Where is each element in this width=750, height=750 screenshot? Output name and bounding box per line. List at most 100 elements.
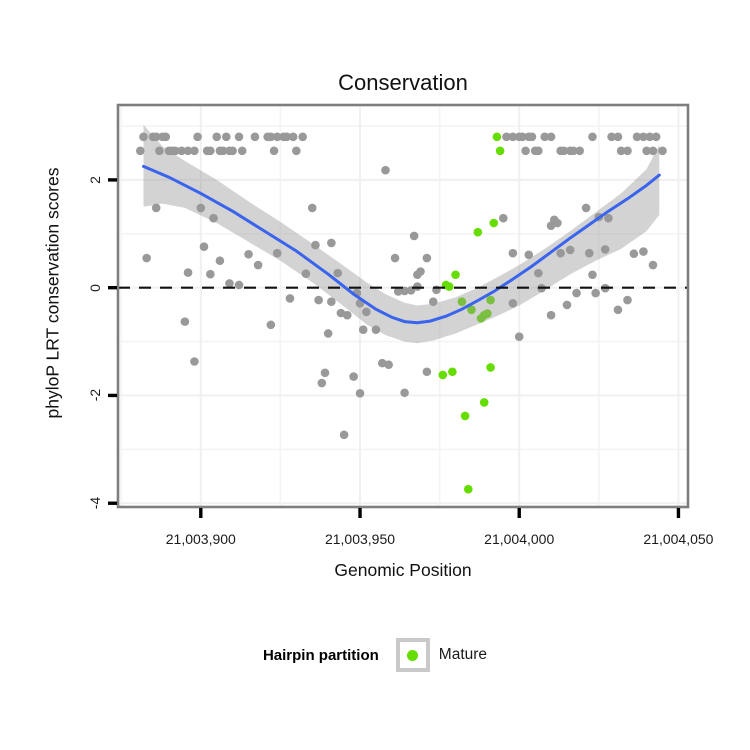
data-point-grey (658, 146, 667, 156)
data-point-grey (171, 146, 180, 156)
data-point-grey (575, 146, 585, 156)
data-point-mature (473, 227, 483, 237)
data-point-grey (588, 270, 597, 280)
data-point-mature (463, 484, 473, 494)
data-point-grey (142, 253, 151, 263)
data-point-grey (333, 268, 343, 278)
data-point-grey (151, 203, 161, 213)
data-point-mature (489, 218, 499, 228)
data-point-grey (591, 288, 600, 298)
data-point-grey (588, 132, 597, 142)
data-point-mature (451, 270, 460, 280)
legend-title: Hairpin partition (262, 646, 379, 664)
data-point-grey (314, 295, 323, 305)
data-point-grey (190, 146, 199, 156)
data-point-grey (642, 146, 651, 156)
data-point-grey (534, 268, 543, 278)
legend-key-box (395, 638, 430, 672)
data-point-grey (327, 297, 336, 306)
data-point-grey (342, 310, 352, 320)
data-point-grey (225, 279, 234, 288)
data-point-grey (327, 238, 336, 248)
data-point-grey (221, 132, 231, 142)
data-point-grey (196, 203, 206, 213)
data-point-grey (215, 256, 225, 266)
data-point-grey (565, 245, 575, 255)
smooth-line (142, 164, 661, 325)
panel-border (116, 103, 690, 509)
x-tick-label: 21,004,000 (484, 531, 555, 547)
data-point-grey (371, 325, 381, 335)
chart-title: Conservation (338, 70, 468, 95)
data-point-grey (400, 388, 409, 398)
data-point-grey (193, 132, 202, 142)
data-point-grey (629, 249, 639, 259)
data-point-grey (508, 132, 518, 142)
data-point-mature (457, 297, 467, 306)
data-point-grey (546, 310, 556, 320)
data-point-grey (228, 146, 237, 156)
data-point-grey (546, 132, 556, 142)
data-point-grey (183, 268, 193, 277)
data-point-grey (623, 146, 632, 156)
data-point-grey (572, 288, 581, 298)
data-point-grey (623, 295, 632, 305)
data-point-grey (604, 213, 613, 223)
data-point-grey (648, 260, 658, 270)
data-point-mature (460, 411, 470, 421)
data-point-grey (384, 360, 393, 370)
data-point-grey (272, 248, 282, 258)
data-point-grey (234, 132, 244, 142)
data-point-mature (486, 363, 495, 372)
data-point-mature (438, 370, 448, 380)
data-point-grey (206, 269, 215, 279)
data-point-grey (282, 132, 292, 142)
legend: Hairpin partition Mature (0, 638, 750, 672)
data-point-grey (409, 231, 419, 241)
data-point-grey (253, 260, 263, 270)
data-point-grey (288, 132, 298, 142)
data-point-grey (323, 329, 333, 338)
data-point-grey (524, 250, 534, 260)
x-tick-label: 21,003,900 (165, 531, 236, 547)
data-point-mature (467, 305, 476, 315)
data-point-grey (307, 203, 317, 213)
x-tick-label: 21,004,050 (643, 531, 714, 547)
data-point-grey (562, 300, 572, 310)
data-point-grey (339, 430, 349, 440)
data-point-grey (613, 132, 623, 142)
data-point-grey (508, 299, 518, 308)
data-point-grey (234, 280, 244, 290)
data-point-mature (495, 146, 505, 156)
y-tick-label: -2 (87, 389, 103, 402)
y-tick-label: 0 (87, 283, 103, 292)
data-point-grey (320, 368, 330, 378)
data-point-grey (502, 132, 511, 142)
data-point-grey (569, 146, 578, 156)
data-point-grey (183, 146, 193, 156)
data-point-grey (639, 247, 648, 256)
data-point-grey (518, 132, 527, 142)
data-point-grey (393, 287, 403, 296)
y-axis-title: phyloP LRT conservation scores (42, 167, 63, 419)
data-point-grey (135, 146, 145, 156)
data-point-grey (250, 132, 260, 142)
data-point-grey (139, 132, 148, 142)
data-point-grey (540, 132, 550, 142)
data-point-grey (521, 146, 530, 156)
data-point-grey (358, 325, 368, 335)
data-point-grey (298, 132, 307, 142)
data-point-grey (651, 132, 661, 142)
data-point-grey (616, 146, 626, 156)
data-point-grey (244, 249, 253, 259)
mature-point-swatch (407, 649, 419, 661)
data-point-mature (492, 132, 502, 142)
data-point-grey (416, 267, 425, 276)
data-point-grey (639, 132, 648, 142)
data-point-grey (581, 203, 591, 213)
data-point-grey (209, 213, 218, 223)
data-point-grey (527, 132, 537, 142)
data-point-grey (301, 269, 311, 278)
